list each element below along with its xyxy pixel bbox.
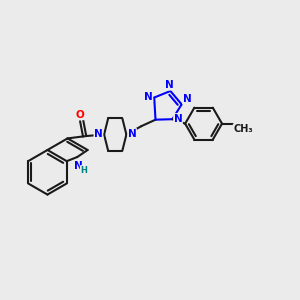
Text: N: N: [174, 114, 182, 124]
Text: N: N: [94, 129, 103, 139]
Text: N: N: [183, 94, 191, 104]
Text: H: H: [80, 166, 87, 175]
Text: N: N: [74, 161, 82, 171]
Text: N: N: [144, 92, 153, 102]
Text: CH₃: CH₃: [233, 124, 253, 134]
Text: O: O: [76, 110, 85, 120]
Text: N: N: [128, 129, 136, 139]
Text: N: N: [165, 80, 174, 90]
